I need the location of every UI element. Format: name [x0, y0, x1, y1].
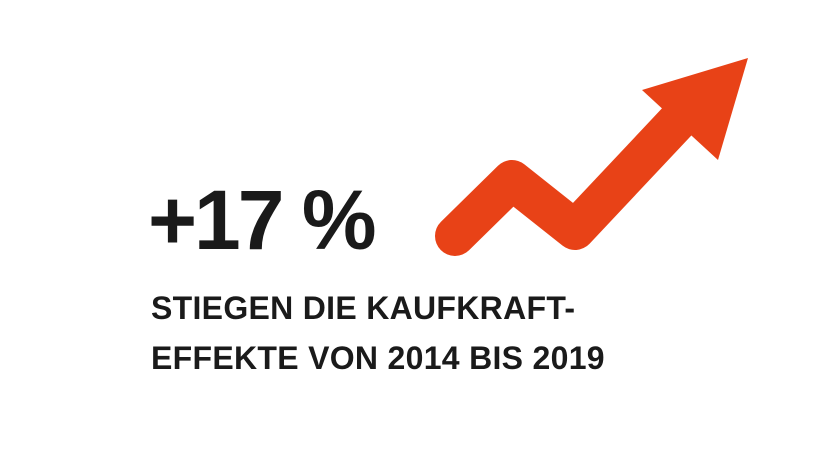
caption-line-2: EFFEKTE VON 2014 BIS 2019 [151, 340, 605, 376]
caption-line-1: STIEGEN DIE KAUFKRAFT- [151, 290, 576, 326]
trend-line [435, 92, 706, 256]
trend-arrowhead [642, 58, 748, 160]
caption-text: STIEGEN DIE KAUFKRAFT- EFFEKTE VON 2014 … [151, 283, 605, 383]
headline-percentage: +17 % [148, 173, 377, 267]
